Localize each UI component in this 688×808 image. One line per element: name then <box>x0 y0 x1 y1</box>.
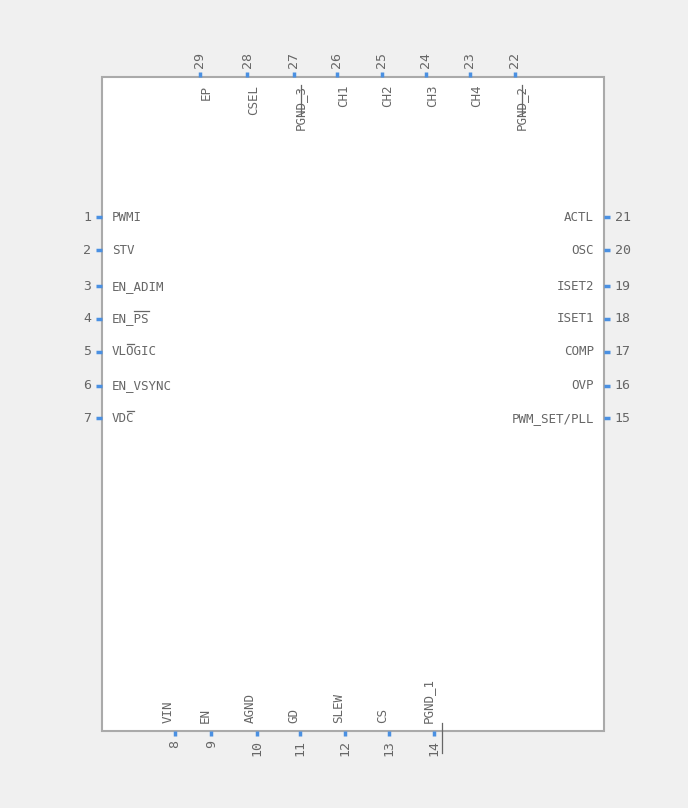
Text: PGND_2: PGND_2 <box>515 85 528 130</box>
Text: 19: 19 <box>615 280 631 292</box>
Text: PGND_1: PGND_1 <box>421 678 434 723</box>
Text: GD: GD <box>287 709 300 723</box>
Text: 16: 16 <box>615 379 631 392</box>
Text: 7: 7 <box>83 412 91 425</box>
Text: 26: 26 <box>330 52 343 68</box>
Text: 3: 3 <box>83 280 91 292</box>
Text: EN_VSYNC: EN_VSYNC <box>112 379 172 392</box>
Text: EN_ADIM: EN_ADIM <box>112 280 164 292</box>
Text: EN: EN <box>198 709 211 723</box>
Text: 4: 4 <box>83 313 91 326</box>
Text: CS: CS <box>376 709 389 723</box>
Text: CH3: CH3 <box>426 85 439 107</box>
Text: 12: 12 <box>338 740 352 756</box>
Text: EP: EP <box>200 85 213 99</box>
Text: ISET1: ISET1 <box>557 313 594 326</box>
Text: PWMI: PWMI <box>112 211 142 224</box>
Text: 20: 20 <box>615 244 631 257</box>
Text: 8: 8 <box>168 740 181 748</box>
Text: AGND: AGND <box>244 693 257 723</box>
Text: VLOGIC: VLOGIC <box>112 345 157 358</box>
Text: 28: 28 <box>241 52 254 68</box>
Text: 21: 21 <box>615 211 631 224</box>
Text: 5: 5 <box>83 345 91 358</box>
Text: OVP: OVP <box>572 379 594 392</box>
Text: EN_PS: EN_PS <box>112 313 149 326</box>
Text: 25: 25 <box>375 52 388 68</box>
Text: PWM_SET/PLL: PWM_SET/PLL <box>512 412 594 425</box>
Text: 29: 29 <box>193 52 206 68</box>
Text: 10: 10 <box>250 740 263 756</box>
Text: ACTL: ACTL <box>564 211 594 224</box>
Text: CH1: CH1 <box>337 85 350 107</box>
Text: SLEW: SLEW <box>332 693 345 723</box>
Text: CH2: CH2 <box>382 85 395 107</box>
Text: 17: 17 <box>615 345 631 358</box>
Text: 1: 1 <box>83 211 91 224</box>
Text: 13: 13 <box>383 740 396 756</box>
Text: 23: 23 <box>464 52 477 68</box>
Text: STV: STV <box>112 244 134 257</box>
Text: 15: 15 <box>615 412 631 425</box>
Text: 14: 14 <box>428 740 441 756</box>
Text: 18: 18 <box>615 313 631 326</box>
Text: 6: 6 <box>83 379 91 392</box>
Text: VIN: VIN <box>162 701 175 723</box>
Text: 27: 27 <box>287 52 300 68</box>
Text: 9: 9 <box>205 740 218 748</box>
Text: 11: 11 <box>294 740 307 756</box>
Text: CH4: CH4 <box>470 85 483 107</box>
Text: PGND_3: PGND_3 <box>294 85 307 130</box>
Text: VDC: VDC <box>112 412 134 425</box>
Text: 22: 22 <box>508 52 522 68</box>
Text: OSC: OSC <box>572 244 594 257</box>
Text: CSEL: CSEL <box>248 85 261 115</box>
Text: COMP: COMP <box>564 345 594 358</box>
Text: 2: 2 <box>83 244 91 257</box>
Text: ISET2: ISET2 <box>557 280 594 292</box>
FancyBboxPatch shape <box>102 77 604 731</box>
Text: 24: 24 <box>419 52 432 68</box>
